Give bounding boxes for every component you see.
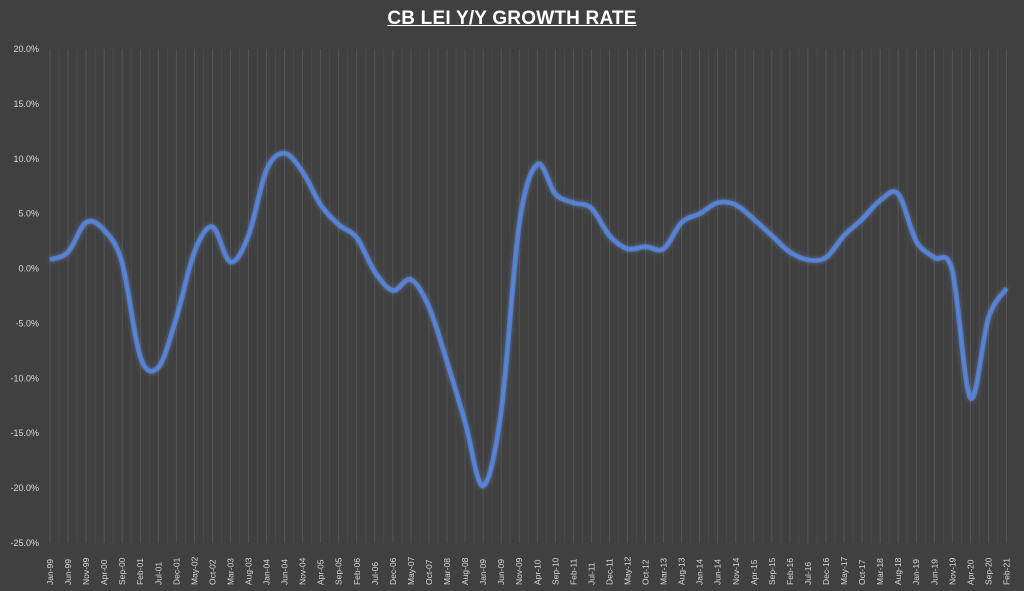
- x-tick-label: Apr-00: [99, 559, 109, 585]
- x-tick-label: Mar-18: [875, 558, 885, 585]
- x-tick-label: Nov-04: [298, 557, 308, 585]
- x-tick-label: Jan-04: [262, 559, 272, 585]
- x-axis: Jan-99 Jun-99 Nov-99 Apr-00 Sep-00 Feb-01 Jul-…: [45, 556, 1011, 585]
- x-tick-label: Jul-06: [370, 562, 380, 585]
- series-line: [49, 152, 1008, 487]
- x-tick-label: Jun-99: [63, 559, 73, 585]
- x-tick-label: May-12: [622, 556, 632, 585]
- x-tick-label: Feb-01: [135, 558, 145, 585]
- y-tick-label: -25.0%: [10, 538, 39, 548]
- x-tick-label: Sep-10: [550, 557, 560, 585]
- x-tick-label: Nov-99: [81, 557, 91, 585]
- x-tick-label: Sep-00: [117, 557, 127, 585]
- y-axis: 20.0% 15.0% 10.0% 5.0% 0.0% -5.0% -10.0% -15.0%…: [10, 44, 39, 548]
- x-tick-label: Oct-12: [641, 559, 651, 585]
- x-tick-label: Sep-05: [334, 557, 344, 585]
- x-tick-label: Mar-08: [442, 558, 452, 585]
- x-tick-label: Aug-08: [460, 557, 470, 585]
- x-tick-label: Dec-01: [171, 557, 181, 585]
- chart-title: CB LEI Y/Y GROWTH RATE: [387, 8, 637, 29]
- x-tick-label: Dec-16: [821, 557, 831, 585]
- y-tick-label: -15.0%: [10, 428, 39, 438]
- x-tick-label: Oct-02: [207, 559, 217, 585]
- y-tick-label: 15.0%: [13, 99, 39, 109]
- y-tick-label: 20.0%: [13, 44, 39, 54]
- x-tick-label: Oct-17: [857, 559, 867, 585]
- x-tick-label: Jan-19: [911, 559, 921, 585]
- grid-lines: [49, 49, 1007, 543]
- x-tick-label: Sep-15: [767, 557, 777, 585]
- x-tick-label: Nov-09: [514, 557, 524, 585]
- x-tick-label: Jul-01: [153, 562, 163, 585]
- x-tick-label: Feb-21: [1001, 558, 1011, 585]
- x-tick-label: Aug-13: [677, 557, 687, 585]
- x-tick-label: Jul-16: [803, 562, 813, 585]
- x-tick-label: Mar-13: [659, 558, 669, 585]
- x-tick-label: Nov-19: [947, 557, 957, 585]
- x-tick-label: Jan-09: [478, 559, 488, 585]
- x-tick-label: Apr-10: [532, 559, 542, 585]
- x-tick-label: Jan-99: [45, 559, 55, 585]
- y-tick-label: 0.0%: [18, 264, 39, 274]
- x-tick-label: Dec-11: [604, 558, 614, 585]
- x-tick-label: Sep-20: [983, 557, 993, 585]
- y-tick-label: -20.0%: [10, 483, 39, 493]
- x-tick-label: May-17: [839, 556, 849, 585]
- x-tick-label: Jun-04: [280, 559, 290, 585]
- x-tick-label: Jul-11: [586, 562, 596, 585]
- x-tick-label: Aug-03: [244, 557, 254, 585]
- series-line-group: [49, 150, 1009, 489]
- y-tick-label: -10.0%: [10, 373, 39, 383]
- x-tick-label: Apr-05: [316, 559, 326, 585]
- x-tick-label: Apr-15: [749, 559, 759, 585]
- y-tick-label: 5.0%: [18, 209, 39, 219]
- x-tick-label: Oct-07: [424, 559, 434, 585]
- x-tick-label: Jan-14: [695, 559, 705, 585]
- x-tick-label: Jun-09: [496, 559, 506, 585]
- x-tick-label: May-07: [406, 556, 416, 585]
- y-tick-label: -5.0%: [15, 318, 39, 328]
- y-tick-label: 10.0%: [13, 154, 39, 164]
- x-tick-label: Feb-16: [785, 558, 795, 585]
- x-tick-label: Mar-03: [225, 558, 235, 585]
- x-tick-label: Nov-14: [731, 557, 741, 585]
- x-tick-label: Dec-06: [388, 557, 398, 585]
- x-tick-label: Feb-11: [568, 558, 578, 585]
- x-tick-label: Jun-14: [713, 559, 723, 585]
- x-tick-label: Feb-06: [352, 558, 362, 585]
- x-tick-label: May-02: [189, 556, 199, 585]
- x-tick-label: Apr-20: [965, 559, 975, 585]
- x-tick-label: Aug-18: [893, 557, 903, 585]
- x-tick-label: Jun-19: [929, 559, 939, 585]
